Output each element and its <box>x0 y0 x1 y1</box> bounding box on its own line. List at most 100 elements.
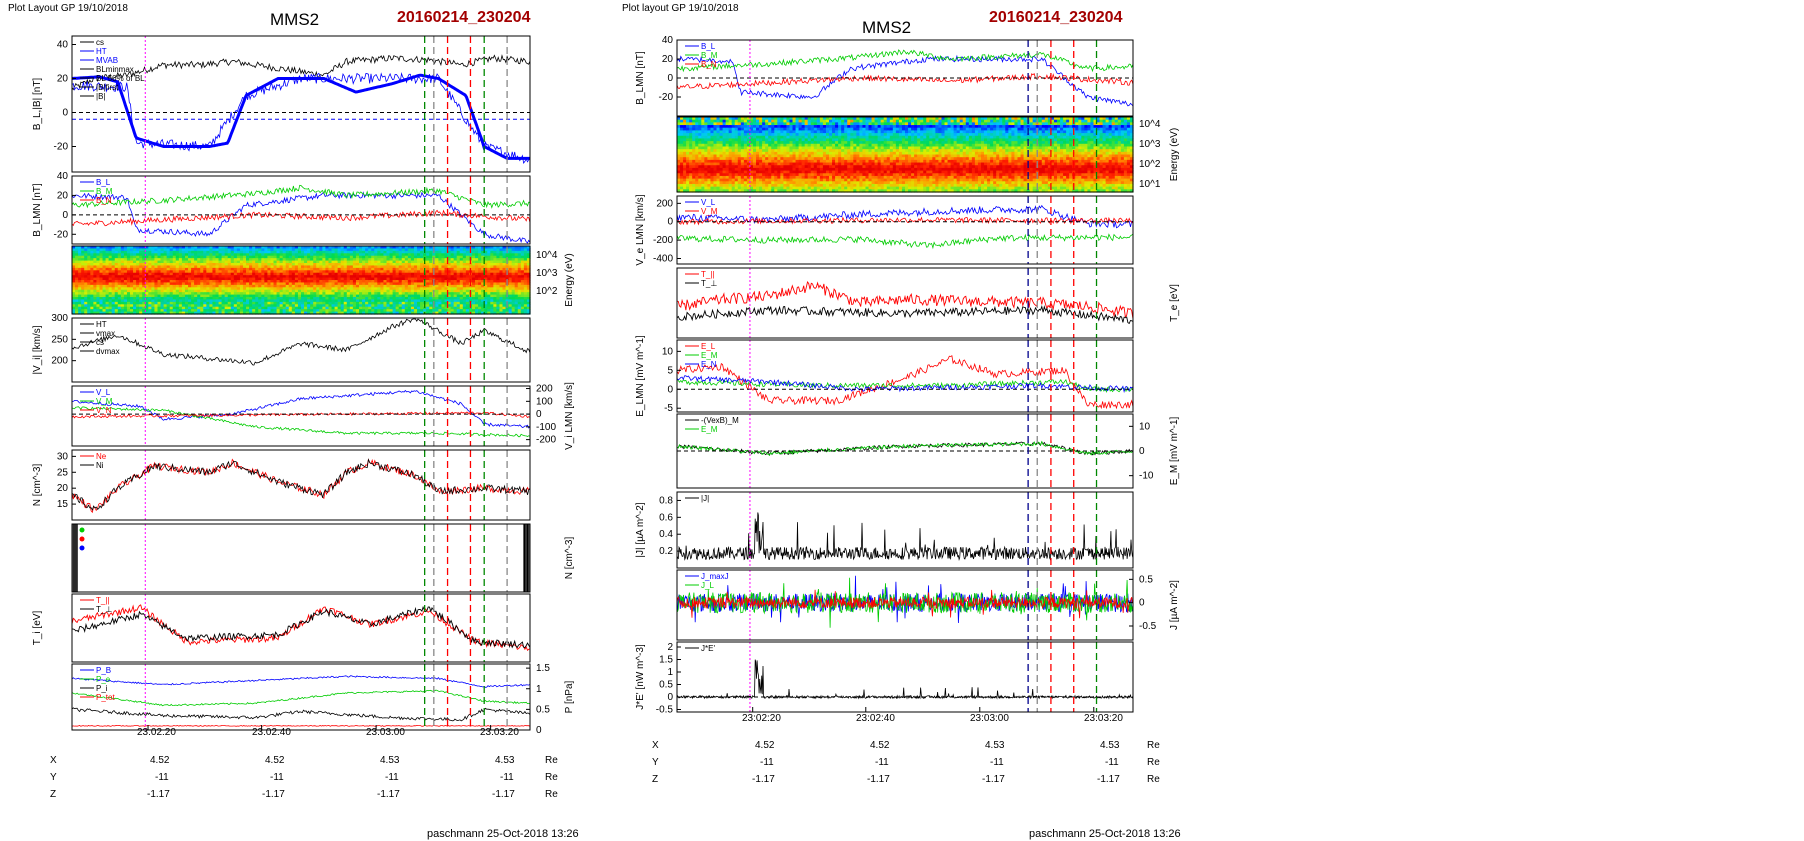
right-panel-5-ylabel: E_LMN [mV m^-1] <box>635 335 646 417</box>
left-coord-y-1: -11 <box>155 772 169 783</box>
left-panel-7-frame <box>71 523 531 593</box>
left-panel-4-series-0 <box>71 318 531 366</box>
left-panel-8-ylabel: T_i [eV] <box>32 611 43 646</box>
left-panel-5-legend-1: V_M <box>96 397 113 406</box>
right-panel-1-ytick-label-3: 40 <box>662 35 674 46</box>
right-panel-7-legend-0: |J| <box>701 494 709 503</box>
right-coord-y-3: -11 <box>990 757 1004 768</box>
left-panel-6-legend-0: Ne <box>96 452 107 461</box>
right-panel-4-ylabel: T_e [eV] <box>1169 284 1180 322</box>
left-title: MMS2 <box>270 10 320 29</box>
left-panel-6-frame <box>71 449 531 521</box>
right-panel-4-frame <box>676 267 1134 339</box>
left-panel-6-ytick-label-1: 20 <box>57 483 69 494</box>
left-panel-2-ylabel: B_LMN [nT] <box>32 183 43 237</box>
left-layout-label: Plot Layout GP 19/10/2018 <box>8 3 128 14</box>
right-panel-4-legend-1: T_⊥ <box>701 279 717 288</box>
left-panel-5-ytick-label-2: 0 <box>536 409 542 420</box>
left-panel-1-series-2 <box>71 72 531 164</box>
left-panel-2-legend-1: B_M <box>96 187 113 196</box>
right-panel-3-legend-1: V_M <box>701 207 718 216</box>
left-coord-z-4: -1.17 <box>492 789 515 800</box>
right-panel-5-series-0 <box>676 355 1134 410</box>
left-panel-5-ytick-label-3: 100 <box>536 396 553 407</box>
right-panel-8-ytick-label-2: 0.5 <box>1139 574 1153 585</box>
left-panel-3-ylabel: Energy (eV) <box>564 253 575 306</box>
left-panel-1-series-1 <box>71 73 530 160</box>
right-coord-x-unit: Re <box>1147 740 1160 751</box>
right-panel-9-ytick-label-1: 0 <box>667 692 673 703</box>
right-panel-8-ytick-label-0: -0.5 <box>1139 621 1157 632</box>
left-panel-5-series-2 <box>71 411 531 419</box>
right-coord-z-2: -1.17 <box>867 774 890 785</box>
right-panel-7-ytick-label-1: 0.4 <box>659 529 673 540</box>
right-coord-y-4: -11 <box>1105 757 1119 768</box>
left-coord-z-name: Z <box>50 789 57 800</box>
right-panel-2-energy-tick-0: 10^4 <box>1139 119 1161 130</box>
left-panel-4-ytick-label-1: 250 <box>51 334 68 345</box>
right-panel-6-legend-1: E_M <box>701 425 718 434</box>
right-panel-6-ytick-label-0: -10 <box>1139 471 1154 482</box>
left-panel-9-series-1 <box>71 689 531 707</box>
left-panel-4-ytick-label-2: 300 <box>51 313 68 324</box>
left-panel-5-ytick-label-1: -100 <box>536 422 556 433</box>
left-panel-9-ytick-label-2: 1 <box>536 684 542 695</box>
left-panel-1-legend-1: HT <box>96 47 107 56</box>
right-panel-3-series-2 <box>676 233 1134 250</box>
left-event-id: 20160214_230204 <box>397 9 531 26</box>
left-panel-8-legend-0: T_|| <box>96 596 110 605</box>
right-panel-2-frame <box>676 116 1134 193</box>
left-coord-z-2: -1.17 <box>262 789 285 800</box>
right-panel-7-ytick-label-3: 0.8 <box>659 495 673 506</box>
left-panel-3-energy-tick-1: 10^3 <box>536 268 558 279</box>
left-panel-6-ytick-label-2: 25 <box>57 467 69 478</box>
right-coord-y-unit: Re <box>1147 757 1160 768</box>
left-panel-8-series-1 <box>71 605 531 649</box>
left-panel-6-series-1 <box>71 458 531 511</box>
left-coord-z-unit: Re <box>545 789 558 800</box>
left-panel-9-ytick-label-3: 1.5 <box>536 663 550 674</box>
left-panel-9-legend-0: P_B <box>96 666 111 675</box>
right-panel-5-legend-1: E_M <box>701 351 718 360</box>
right-panel-8-legend-1: J_L <box>701 581 714 590</box>
right-coord-y-1: -11 <box>760 757 774 768</box>
right-panel-1-series-1 <box>676 49 1134 73</box>
left-panel-6-legend-1: Ni <box>96 461 104 470</box>
left-panel-2-series-0 <box>71 191 531 244</box>
right-coord-x-1: 4.52 <box>755 740 775 751</box>
right-coord-y-name: Y <box>652 757 659 768</box>
left-panel-8-legend-1: T_⊥ <box>96 605 112 614</box>
right-coord-z-1: -1.17 <box>752 774 775 785</box>
right-coord-x-4: 4.53 <box>1100 740 1120 751</box>
left-panel-1-frame <box>71 35 531 173</box>
right-panel-3-series-1 <box>676 216 1134 226</box>
right-panel-3-ytick-label-1: -200 <box>653 235 673 246</box>
right-panel-8-ytick-label-1: 0 <box>1139 598 1145 609</box>
right-panel-1-legend-1: B_M <box>701 51 718 60</box>
left-panel-2-series-1 <box>71 184 531 209</box>
left-panel-1-legend-0: cs <box>96 38 104 47</box>
right-panel-1-legend-0: B_L <box>701 42 716 51</box>
right-panel-5-ytick-label-0: -5 <box>664 403 673 414</box>
right-coord-x-name: X <box>652 740 659 751</box>
right-panel-1-legend-2: B_N <box>701 60 717 69</box>
left-panel-1-legend-2: MVAB <box>96 56 118 65</box>
right-panel-3-ytick-label-3: 200 <box>656 198 673 209</box>
right-panel-9-ytick-label-4: 1.5 <box>659 655 673 666</box>
left-panel-8-frame <box>71 593 531 663</box>
left-panel-3-frame <box>71 245 531 315</box>
right-panel-9-ytick-label-0: -0.5 <box>656 705 674 716</box>
left-panel-2-series-2 <box>71 209 531 227</box>
left-panel-9-series-2 <box>71 707 531 722</box>
left-panel-2-ytick-label-3: 40 <box>57 171 69 182</box>
right-panel-4-legend-0: T_|| <box>701 270 715 279</box>
right-panel-8-legend-0: J_maxJ <box>701 572 729 581</box>
right-panel-8-series-2 <box>676 589 1134 619</box>
left-panel-4-legend-3: dvmax <box>96 347 120 356</box>
left-panel-8-series-0 <box>71 604 531 652</box>
left-coord-y-name: Y <box>50 772 57 783</box>
right-panel-1-ylabel: B_LMN [nT] <box>635 51 646 105</box>
left-coord-x-3: 4.53 <box>380 755 400 766</box>
left-panel-3-energy-tick-2: 10^2 <box>536 286 558 297</box>
left-panel-2-legend-2: B_N <box>96 196 112 205</box>
